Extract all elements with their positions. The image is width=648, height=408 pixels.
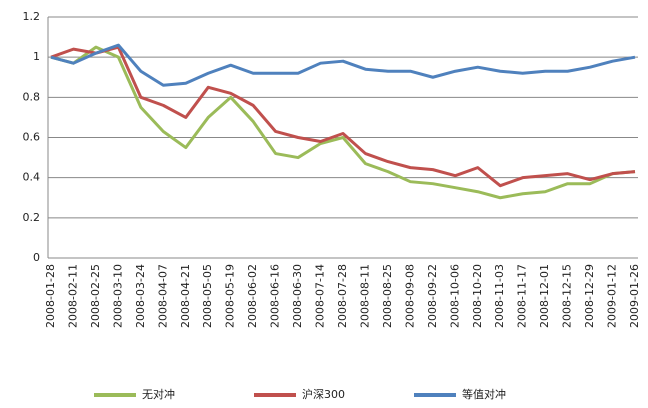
x-tick-label: 2008-12-29 bbox=[583, 264, 596, 328]
legend-label: 沪深300 bbox=[302, 387, 345, 401]
x-tick-label: 2008-03-10 bbox=[111, 264, 124, 328]
x-tick-label: 2008-07-28 bbox=[336, 264, 349, 328]
x-tick-label: 2008-07-14 bbox=[314, 264, 327, 328]
x-tick-label: 2008-08-25 bbox=[381, 264, 394, 328]
x-tick-label: 2008-12-01 bbox=[538, 264, 551, 328]
x-tick-label: 2008-12-15 bbox=[561, 264, 574, 328]
series-line bbox=[50, 45, 636, 200]
y-tick-label: 0.8 bbox=[23, 90, 41, 103]
legend-label: 无对冲 bbox=[142, 387, 175, 401]
x-tick-label: 2008-01-28 bbox=[44, 264, 57, 328]
series-line bbox=[50, 45, 636, 188]
y-tick-label: 0.2 bbox=[23, 211, 41, 224]
x-tick-label: 2008-09-22 bbox=[426, 264, 439, 328]
y-tick-label: 1.2 bbox=[23, 10, 41, 23]
x-tick-label: 2008-05-19 bbox=[224, 264, 237, 328]
series-line bbox=[50, 43, 636, 87]
x-tick-label: 2008-03-24 bbox=[134, 264, 147, 328]
x-tick-label: 2008-06-02 bbox=[246, 264, 259, 328]
y-tick-label: 1 bbox=[33, 50, 40, 63]
x-tick-label: 2008-10-06 bbox=[448, 264, 461, 328]
x-tick-label: 2008-11-03 bbox=[493, 264, 506, 328]
x-tick-label: 2008-04-21 bbox=[179, 264, 192, 328]
x-tick-label: 2009-01-26 bbox=[628, 264, 641, 328]
x-tick-label: 2008-05-05 bbox=[201, 264, 214, 328]
x-tick-label: 2008-06-16 bbox=[269, 264, 282, 328]
x-tick-label: 2008-02-25 bbox=[89, 264, 102, 328]
x-tick-label: 2008-02-11 bbox=[66, 264, 79, 328]
x-tick-label: 2008-06-30 bbox=[291, 264, 304, 328]
x-tick-label: 2008-04-07 bbox=[156, 264, 169, 328]
y-tick-label: 0 bbox=[33, 251, 40, 264]
legend-label: 等值对冲 bbox=[462, 387, 506, 401]
x-tick-label: 2008-11-17 bbox=[516, 264, 529, 328]
x-tick-label: 2009-01-12 bbox=[606, 264, 619, 328]
x-tick-label: 2008-08-11 bbox=[358, 264, 371, 328]
x-tick-label: 2008-09-08 bbox=[403, 264, 416, 328]
y-tick-label: 0.6 bbox=[23, 131, 41, 144]
x-tick-label: 2008-10-20 bbox=[471, 264, 484, 328]
y-tick-label: 0.4 bbox=[23, 171, 41, 184]
